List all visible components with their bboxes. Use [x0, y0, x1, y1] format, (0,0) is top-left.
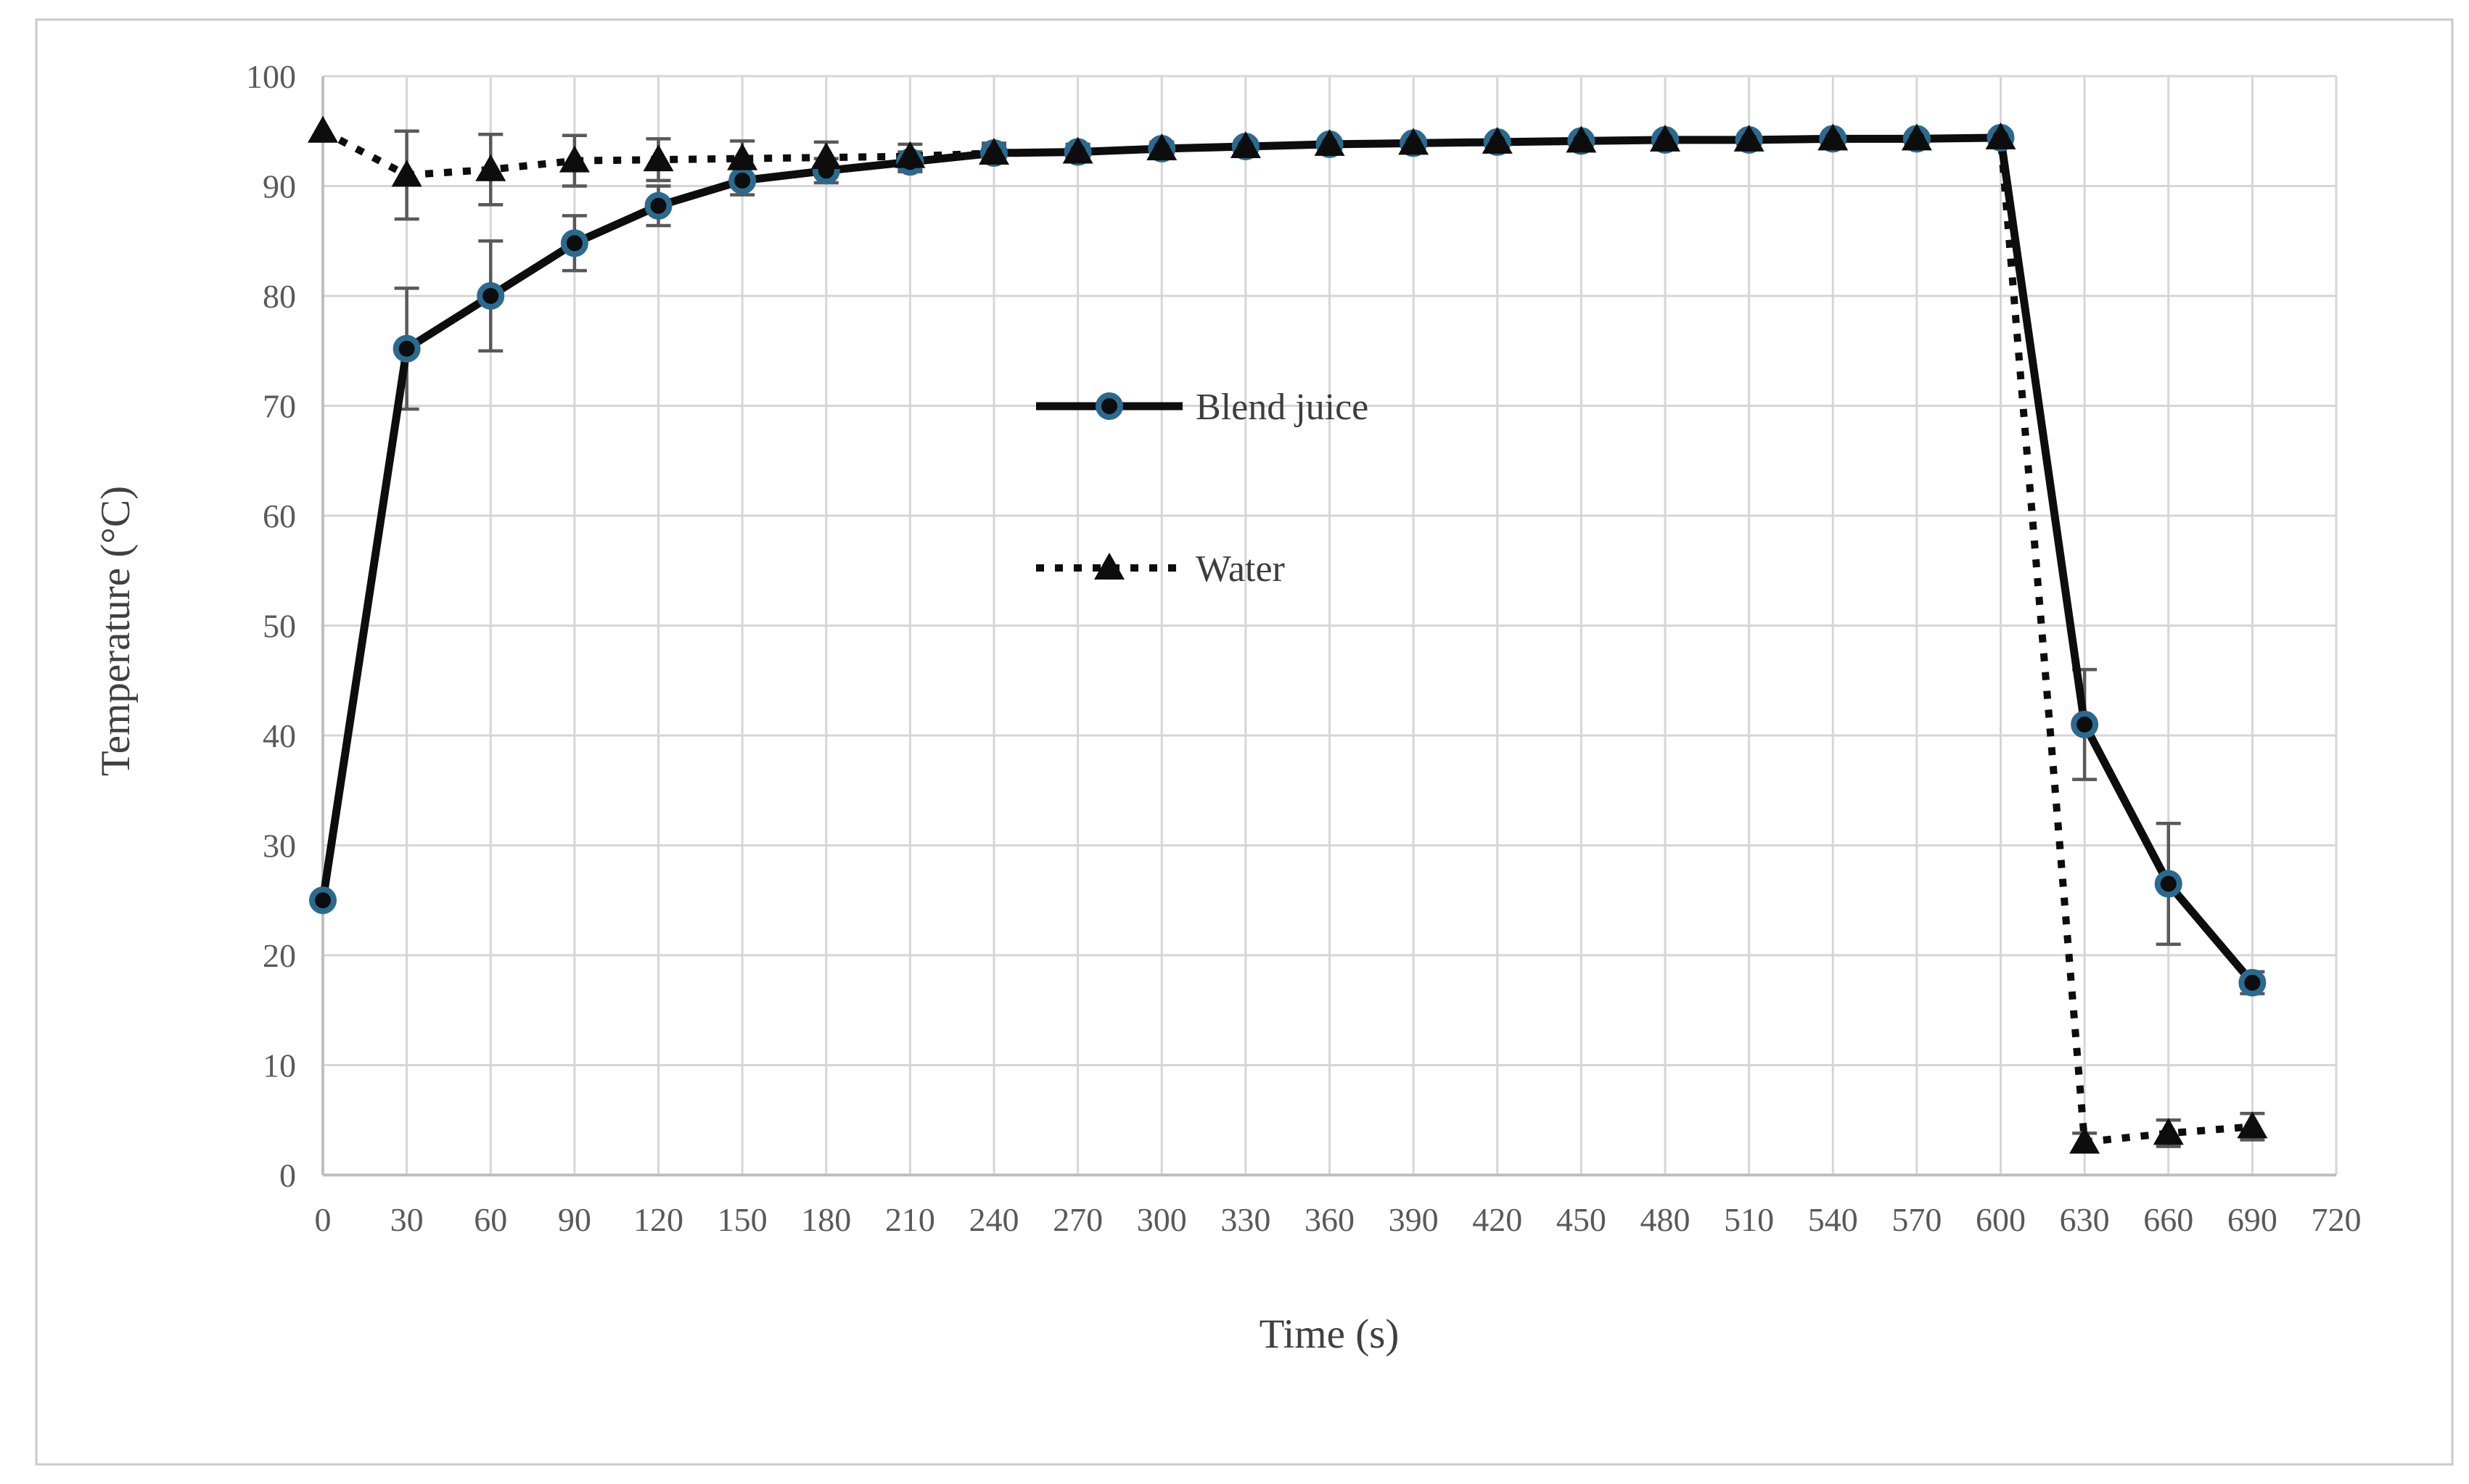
x-tick-label: 420	[1472, 1201, 1522, 1238]
x-tick-label: 720	[2312, 1201, 2362, 1238]
x-tick-label: 330	[1220, 1201, 1270, 1238]
y-tick-label: 40	[263, 717, 296, 754]
y-tick-label: 20	[263, 937, 296, 974]
x-tick-label: 570	[1891, 1201, 1942, 1238]
blend-juice-marker	[393, 334, 421, 363]
water-marker	[895, 141, 926, 168]
water-marker	[1566, 125, 1597, 153]
x-tick-label: 630	[2060, 1201, 2110, 1238]
water-marker	[475, 154, 506, 181]
water-marker	[1985, 122, 2016, 149]
legend-label-blend-juice: Blend juice	[1196, 387, 1368, 428]
x-tick-label: 390	[1389, 1201, 1439, 1238]
x-tick-label: 300	[1137, 1201, 1187, 1238]
y-tick-label: 30	[263, 828, 296, 865]
water-marker	[979, 138, 1009, 165]
x-tick-label: 30	[390, 1201, 424, 1238]
figure-border	[35, 18, 2454, 1466]
x-tick-label: 120	[633, 1201, 683, 1238]
blend-juice-marker	[728, 166, 757, 194]
water-marker	[2237, 1111, 2268, 1139]
x-tick-label: 150	[718, 1201, 768, 1238]
legend-blend-juice-sample-marker	[1096, 392, 1123, 420]
y-tick-label: 70	[263, 388, 296, 425]
x-axis-title: Time (s)	[1260, 1311, 1400, 1357]
water-marker	[391, 160, 422, 187]
water-marker	[559, 145, 590, 173]
y-tick-label: 90	[263, 168, 296, 205]
water-marker	[1817, 123, 1849, 151]
x-tick-label: 0	[315, 1201, 332, 1238]
water-marker	[1733, 124, 1765, 152]
x-tick-label: 540	[1808, 1201, 1858, 1238]
water-marker	[1230, 131, 1261, 158]
water-marker	[727, 143, 758, 170]
y-tick-label: 0	[279, 1157, 296, 1194]
blend-juice-marker	[560, 229, 588, 257]
blend-juice-marker	[2154, 870, 2182, 898]
y-axis-title: Temperature (°C)	[93, 486, 139, 776]
water-marker	[1650, 124, 1680, 152]
y-tick-label: 60	[263, 498, 296, 535]
water-marker	[1062, 136, 1093, 164]
x-tick-label: 510	[1724, 1201, 1774, 1238]
y-tick-label: 10	[263, 1047, 296, 1084]
water-marker	[2153, 1118, 2184, 1145]
x-tick-label: 180	[801, 1201, 851, 1238]
legend-label-water: Water	[1196, 548, 1285, 590]
x-tick-label: 210	[885, 1201, 935, 1238]
y-tick-label: 80	[263, 278, 296, 315]
water-marker	[810, 142, 842, 170]
x-tick-label: 450	[1556, 1201, 1606, 1238]
blend-juice-marker	[477, 282, 505, 310]
water-marker	[1398, 128, 1429, 155]
water-marker	[1482, 126, 1513, 154]
x-tick-label: 90	[558, 1201, 591, 1238]
blend-juice-marker	[2071, 710, 2099, 738]
x-tick-label: 240	[969, 1201, 1019, 1238]
water-marker	[643, 144, 674, 172]
blend-juice-line	[319, 133, 2256, 986]
water-marker	[1901, 123, 1932, 151]
blend-juice-marker	[2238, 968, 2267, 997]
x-tick-label: 60	[474, 1201, 507, 1238]
x-tick-label: 660	[2143, 1201, 2193, 1238]
water-line	[321, 128, 2253, 1146]
y-tick-label: 100	[246, 58, 296, 95]
blend-juice-marker	[644, 191, 673, 220]
x-tick-label: 360	[1305, 1201, 1355, 1238]
x-tick-label: 600	[1976, 1201, 2026, 1238]
water-marker	[308, 115, 338, 143]
legend-water-sample-marker	[1094, 553, 1125, 580]
blend-juice-marker	[309, 886, 337, 915]
x-tick-label: 270	[1053, 1201, 1103, 1238]
x-tick-label: 690	[2227, 1201, 2277, 1238]
y-tick-label: 50	[263, 608, 296, 645]
water-marker	[1146, 133, 1178, 160]
water-marker	[2069, 1126, 2100, 1154]
water-marker	[1314, 128, 1345, 156]
x-tick-label: 480	[1640, 1201, 1690, 1238]
